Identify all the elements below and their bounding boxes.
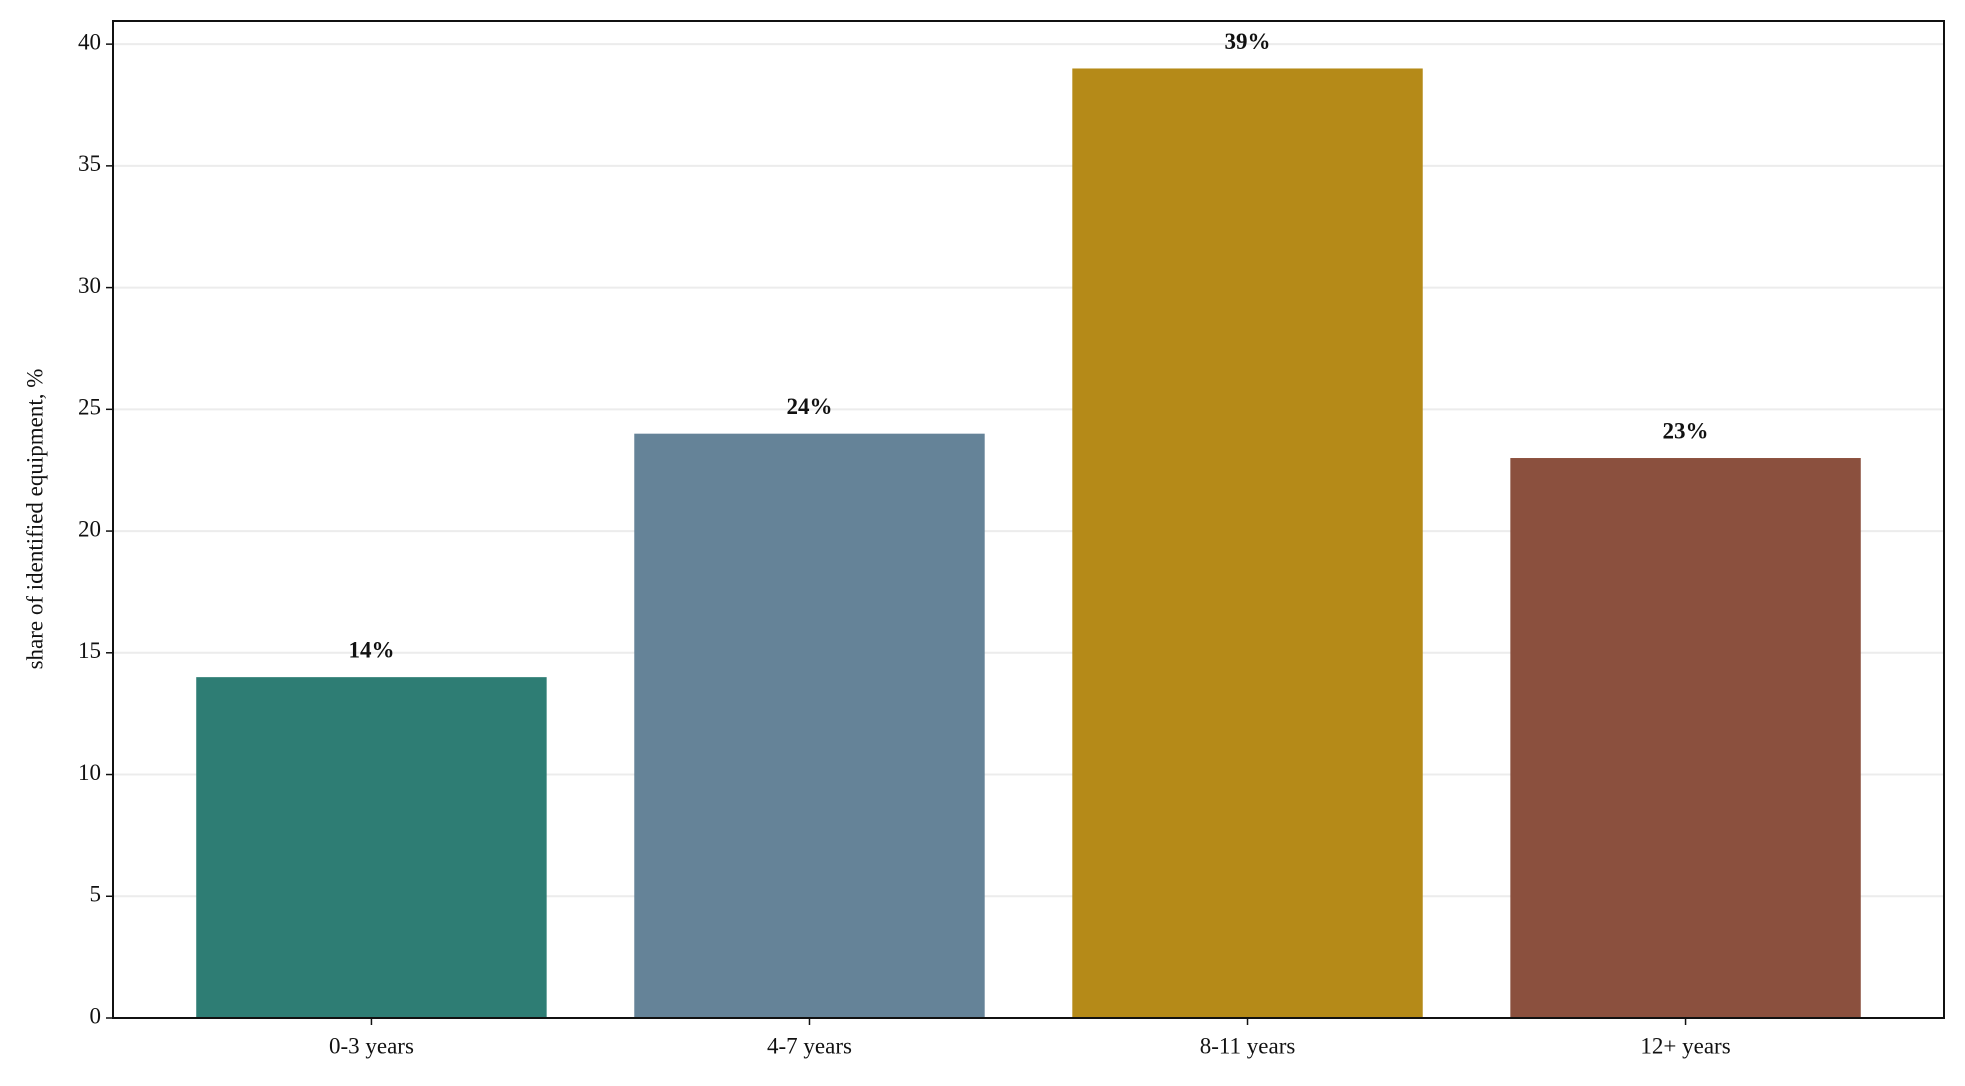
bar [634, 433, 985, 1019]
y-tick-label: 10 [78, 760, 101, 785]
y-tick-label: 0 [90, 1003, 102, 1028]
bar [1072, 68, 1423, 1018]
value-label: 14% [348, 637, 394, 662]
y-axis-label: share of identified equipment, % [22, 369, 47, 670]
x-tick-label: 8-11 years [1200, 1033, 1296, 1058]
y-tick-label: 25 [78, 395, 101, 420]
y-tick-label: 15 [78, 638, 101, 663]
bar [196, 677, 547, 1018]
y-tick-label: 20 [78, 516, 101, 541]
y-tick-label: 35 [78, 151, 101, 176]
plot-frame [112, 20, 1945, 1019]
y-tick-label: 40 [78, 29, 101, 54]
value-label: 24% [786, 394, 832, 419]
x-tick-label: 12+ years [1640, 1033, 1730, 1058]
value-label: 23% [1663, 418, 1709, 443]
y-tick-label: 5 [90, 882, 102, 907]
x-tick-label: 0-3 years [329, 1033, 414, 1058]
y-tick-label: 30 [78, 273, 101, 298]
bar [1510, 458, 1861, 1018]
value-label: 39% [1225, 29, 1271, 54]
x-tick-label: 4-7 years [767, 1033, 852, 1058]
